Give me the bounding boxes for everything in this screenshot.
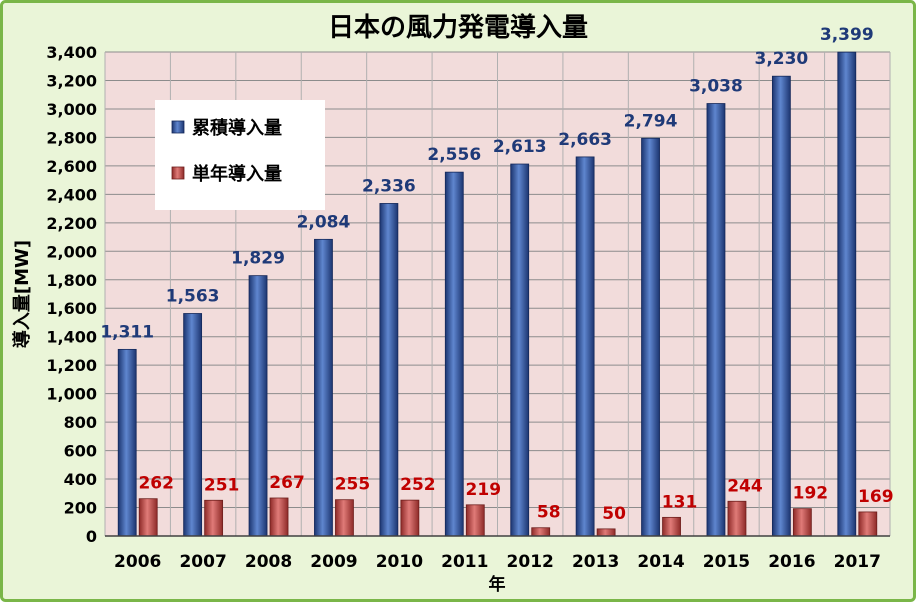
- y-tick-label: 1,200: [46, 356, 97, 375]
- x-tick-label: 2011: [441, 552, 488, 572]
- legend-swatch: [171, 166, 185, 180]
- x-tick-label: 2015: [703, 552, 750, 572]
- legend-label: 累積導入量: [192, 117, 282, 139]
- data-label-cumulative: 3,399: [820, 25, 874, 45]
- data-label-cumulative: 2,556: [427, 145, 481, 165]
- x-tick-label: 2012: [507, 552, 554, 572]
- data-label-annual: 219: [466, 480, 502, 500]
- data-label-annual: 252: [400, 475, 436, 495]
- bar-cumulative: [706, 103, 726, 537]
- bar-cumulative: [444, 171, 464, 537]
- data-label-annual: 267: [269, 473, 305, 493]
- bar-cumulative: [314, 238, 333, 537]
- y-tick-label: 400: [64, 470, 97, 489]
- data-label-annual: 192: [793, 484, 829, 504]
- data-label-cumulative: 1,829: [231, 249, 285, 269]
- x-tick-label: 2009: [310, 552, 357, 572]
- y-tick-label: 3,000: [46, 100, 97, 119]
- y-tick-label: 3,400: [46, 43, 97, 62]
- bar-annual: [465, 504, 485, 537]
- y-tick-label: 1,400: [46, 328, 97, 347]
- bar-annual: [792, 508, 812, 537]
- x-tick-label: 2014: [637, 552, 684, 572]
- y-tick-label: 800: [64, 413, 97, 432]
- data-label-annual: 58: [537, 503, 561, 523]
- data-label-cumulative: 1,563: [166, 287, 220, 307]
- y-axis-label: 導入量[MW]: [11, 240, 33, 348]
- y-tick-label: 2,800: [46, 128, 97, 147]
- data-label-cumulative: 2,336: [362, 176, 416, 196]
- chart-title: 日本の風力発電導入量: [328, 12, 588, 43]
- y-tick-label: 3,200: [46, 71, 97, 90]
- y-tick-label: 200: [64, 499, 97, 518]
- y-tick-label: 600: [64, 442, 97, 461]
- data-label-cumulative: 2,794: [624, 111, 678, 131]
- data-label-cumulative: 1,311: [100, 322, 154, 342]
- bar-cumulative: [771, 75, 791, 537]
- x-tick-label: 2006: [114, 552, 161, 572]
- bar-annual: [858, 511, 878, 537]
- y-tick-label: 1,600: [46, 299, 97, 318]
- bar-cumulative: [641, 137, 660, 537]
- x-tick-label: 2010: [376, 552, 423, 572]
- data-label-annual: 255: [335, 475, 371, 495]
- bar-cumulative: [575, 156, 595, 537]
- x-axis-ticks: 2006 2007 2008 2009 2010 2011 2012 2013 2014 2015…: [114, 552, 881, 572]
- y-tick-label: 1,800: [46, 271, 97, 290]
- x-axis-label: 年: [489, 574, 506, 595]
- bar-cumulative: [117, 348, 137, 537]
- bar-annual: [596, 528, 616, 537]
- bar-cumulative: [183, 313, 203, 537]
- legend-swatch: [171, 120, 185, 134]
- data-label-annual: 50: [602, 504, 626, 524]
- x-tick-label: 2008: [245, 552, 292, 572]
- data-label-cumulative: 2,663: [558, 130, 612, 150]
- y-tick-label: 0: [86, 527, 97, 546]
- data-label-annual: 244: [727, 476, 763, 496]
- data-label-cumulative: 3,038: [689, 77, 743, 97]
- y-axis-ticks: 0 200 400 600 800 1,000 1,200 1,400 1,600 1,800 2,…: [46, 43, 97, 546]
- data-label-cumulative: 2,084: [297, 212, 351, 232]
- x-tick-label: 2013: [572, 552, 619, 572]
- bar-annual: [531, 527, 551, 537]
- bars: [117, 51, 878, 537]
- x-tick-label: 2007: [179, 552, 226, 572]
- bar-annual: [269, 497, 289, 537]
- bar-annual: [335, 499, 354, 537]
- y-tick-label: 2,600: [46, 157, 97, 176]
- bar-cumulative: [510, 163, 530, 537]
- bar-annual: [727, 500, 747, 537]
- y-tick-label: 2,400: [46, 185, 97, 204]
- y-tick-label: 2,000: [46, 242, 97, 261]
- data-label-annual: 262: [138, 474, 174, 494]
- data-label-cumulative: 3,230: [754, 49, 808, 69]
- bar-annual: [204, 499, 224, 537]
- gridlines: [104, 51, 891, 537]
- bar-cumulative: [837, 51, 857, 537]
- bar-annual: [662, 516, 681, 537]
- bar-annual: [138, 498, 158, 537]
- data-label-cumulative: 2,613: [493, 137, 547, 157]
- y-tick-label: 1,000: [46, 385, 97, 404]
- bar-cumulative: [379, 203, 399, 537]
- data-label-annual: 131: [662, 492, 698, 512]
- bar-cumulative: [248, 275, 268, 537]
- data-labels: 1,311 262 1,563 251 1,829 267 2,084 255 2,336 252…: [100, 25, 893, 524]
- legend-box: [155, 100, 325, 210]
- x-tick-label: 2017: [834, 552, 881, 572]
- data-label-annual: 251: [204, 475, 240, 495]
- y-tick-label: 2,200: [46, 214, 97, 233]
- x-tick-label: 2016: [768, 552, 815, 572]
- legend-label: 単年導入量: [192, 163, 282, 185]
- bar-annual: [400, 499, 420, 537]
- data-label-annual: 169: [858, 487, 894, 507]
